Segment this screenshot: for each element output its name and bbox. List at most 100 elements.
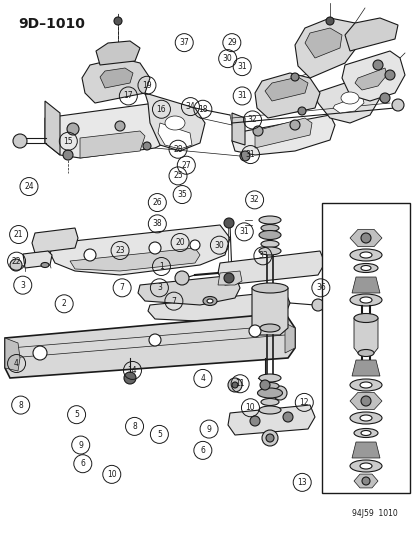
- Polygon shape: [284, 323, 294, 353]
- Text: 15: 15: [63, 137, 73, 146]
- Polygon shape: [158, 123, 192, 149]
- Ellipse shape: [353, 263, 377, 272]
- Polygon shape: [45, 103, 165, 158]
- Polygon shape: [304, 28, 341, 58]
- Text: 25: 25: [173, 172, 183, 180]
- Ellipse shape: [259, 230, 280, 239]
- Circle shape: [249, 416, 259, 426]
- Ellipse shape: [349, 249, 381, 261]
- Circle shape: [252, 126, 262, 136]
- Circle shape: [33, 346, 47, 360]
- Ellipse shape: [359, 297, 371, 303]
- Ellipse shape: [259, 406, 280, 414]
- Text: 17: 17: [123, 92, 133, 100]
- Text: 12: 12: [299, 398, 308, 407]
- Ellipse shape: [260, 399, 278, 406]
- Circle shape: [261, 430, 277, 446]
- Text: 36: 36: [315, 284, 325, 292]
- Ellipse shape: [349, 460, 381, 472]
- Text: 19: 19: [142, 81, 152, 90]
- Circle shape: [297, 107, 305, 115]
- Circle shape: [384, 70, 394, 80]
- Circle shape: [13, 134, 27, 148]
- Text: 6: 6: [200, 446, 205, 455]
- Circle shape: [325, 17, 333, 25]
- Text: 9D–1010: 9D–1010: [18, 17, 85, 31]
- Polygon shape: [254, 118, 311, 148]
- Circle shape: [124, 372, 136, 384]
- Text: 8: 8: [132, 422, 137, 431]
- Circle shape: [259, 380, 269, 390]
- Ellipse shape: [260, 240, 278, 247]
- Polygon shape: [231, 115, 334, 155]
- Circle shape: [289, 120, 299, 130]
- Polygon shape: [351, 360, 379, 376]
- Circle shape: [10, 259, 22, 271]
- Polygon shape: [353, 318, 377, 353]
- Text: 31: 31: [237, 92, 247, 100]
- Circle shape: [391, 99, 403, 111]
- Polygon shape: [70, 248, 199, 271]
- Ellipse shape: [357, 350, 373, 357]
- Ellipse shape: [202, 296, 216, 305]
- Text: 8: 8: [18, 401, 23, 409]
- Text: 9: 9: [78, 441, 83, 449]
- Text: 34: 34: [185, 102, 195, 111]
- Text: 16: 16: [156, 105, 166, 114]
- Text: 21: 21: [14, 230, 23, 239]
- Circle shape: [63, 150, 73, 160]
- Ellipse shape: [349, 412, 381, 424]
- Polygon shape: [147, 291, 289, 323]
- Polygon shape: [218, 271, 242, 285]
- Text: 1: 1: [159, 262, 164, 271]
- Circle shape: [114, 17, 122, 25]
- Text: 2: 2: [62, 300, 66, 308]
- Text: 9: 9: [206, 425, 211, 433]
- Circle shape: [223, 218, 233, 228]
- Ellipse shape: [206, 299, 212, 303]
- Polygon shape: [218, 251, 324, 285]
- Text: 18: 18: [198, 105, 207, 114]
- Circle shape: [149, 334, 161, 346]
- Text: 33: 33: [257, 252, 267, 260]
- Polygon shape: [96, 41, 140, 65]
- Polygon shape: [100, 68, 133, 88]
- Circle shape: [266, 434, 273, 442]
- Polygon shape: [80, 131, 145, 158]
- Circle shape: [228, 378, 242, 392]
- Circle shape: [372, 60, 382, 70]
- Text: 7: 7: [119, 284, 124, 292]
- Circle shape: [67, 123, 79, 135]
- Ellipse shape: [349, 294, 381, 306]
- Circle shape: [175, 271, 189, 285]
- Text: 30: 30: [214, 241, 224, 249]
- Text: 30: 30: [222, 54, 232, 63]
- Polygon shape: [351, 277, 379, 293]
- Polygon shape: [314, 78, 379, 123]
- Ellipse shape: [260, 224, 278, 231]
- Circle shape: [290, 73, 298, 81]
- Text: 24: 24: [24, 182, 34, 191]
- Ellipse shape: [360, 431, 370, 435]
- Ellipse shape: [353, 313, 377, 322]
- Text: 29: 29: [226, 38, 236, 47]
- Ellipse shape: [260, 383, 278, 390]
- Ellipse shape: [259, 324, 279, 332]
- Circle shape: [272, 386, 286, 400]
- Text: 4: 4: [200, 374, 205, 383]
- Ellipse shape: [357, 314, 373, 322]
- Ellipse shape: [359, 382, 371, 388]
- Polygon shape: [344, 18, 397, 51]
- Polygon shape: [145, 93, 204, 151]
- Text: 10: 10: [245, 403, 255, 412]
- Polygon shape: [341, 51, 404, 101]
- Text: 26: 26: [152, 198, 162, 207]
- Polygon shape: [45, 101, 60, 155]
- Ellipse shape: [360, 265, 370, 271]
- Bar: [321, 203, 409, 493]
- Ellipse shape: [165, 116, 185, 130]
- Text: 37: 37: [179, 38, 189, 47]
- Polygon shape: [252, 288, 287, 335]
- Circle shape: [190, 240, 199, 250]
- Ellipse shape: [259, 247, 280, 255]
